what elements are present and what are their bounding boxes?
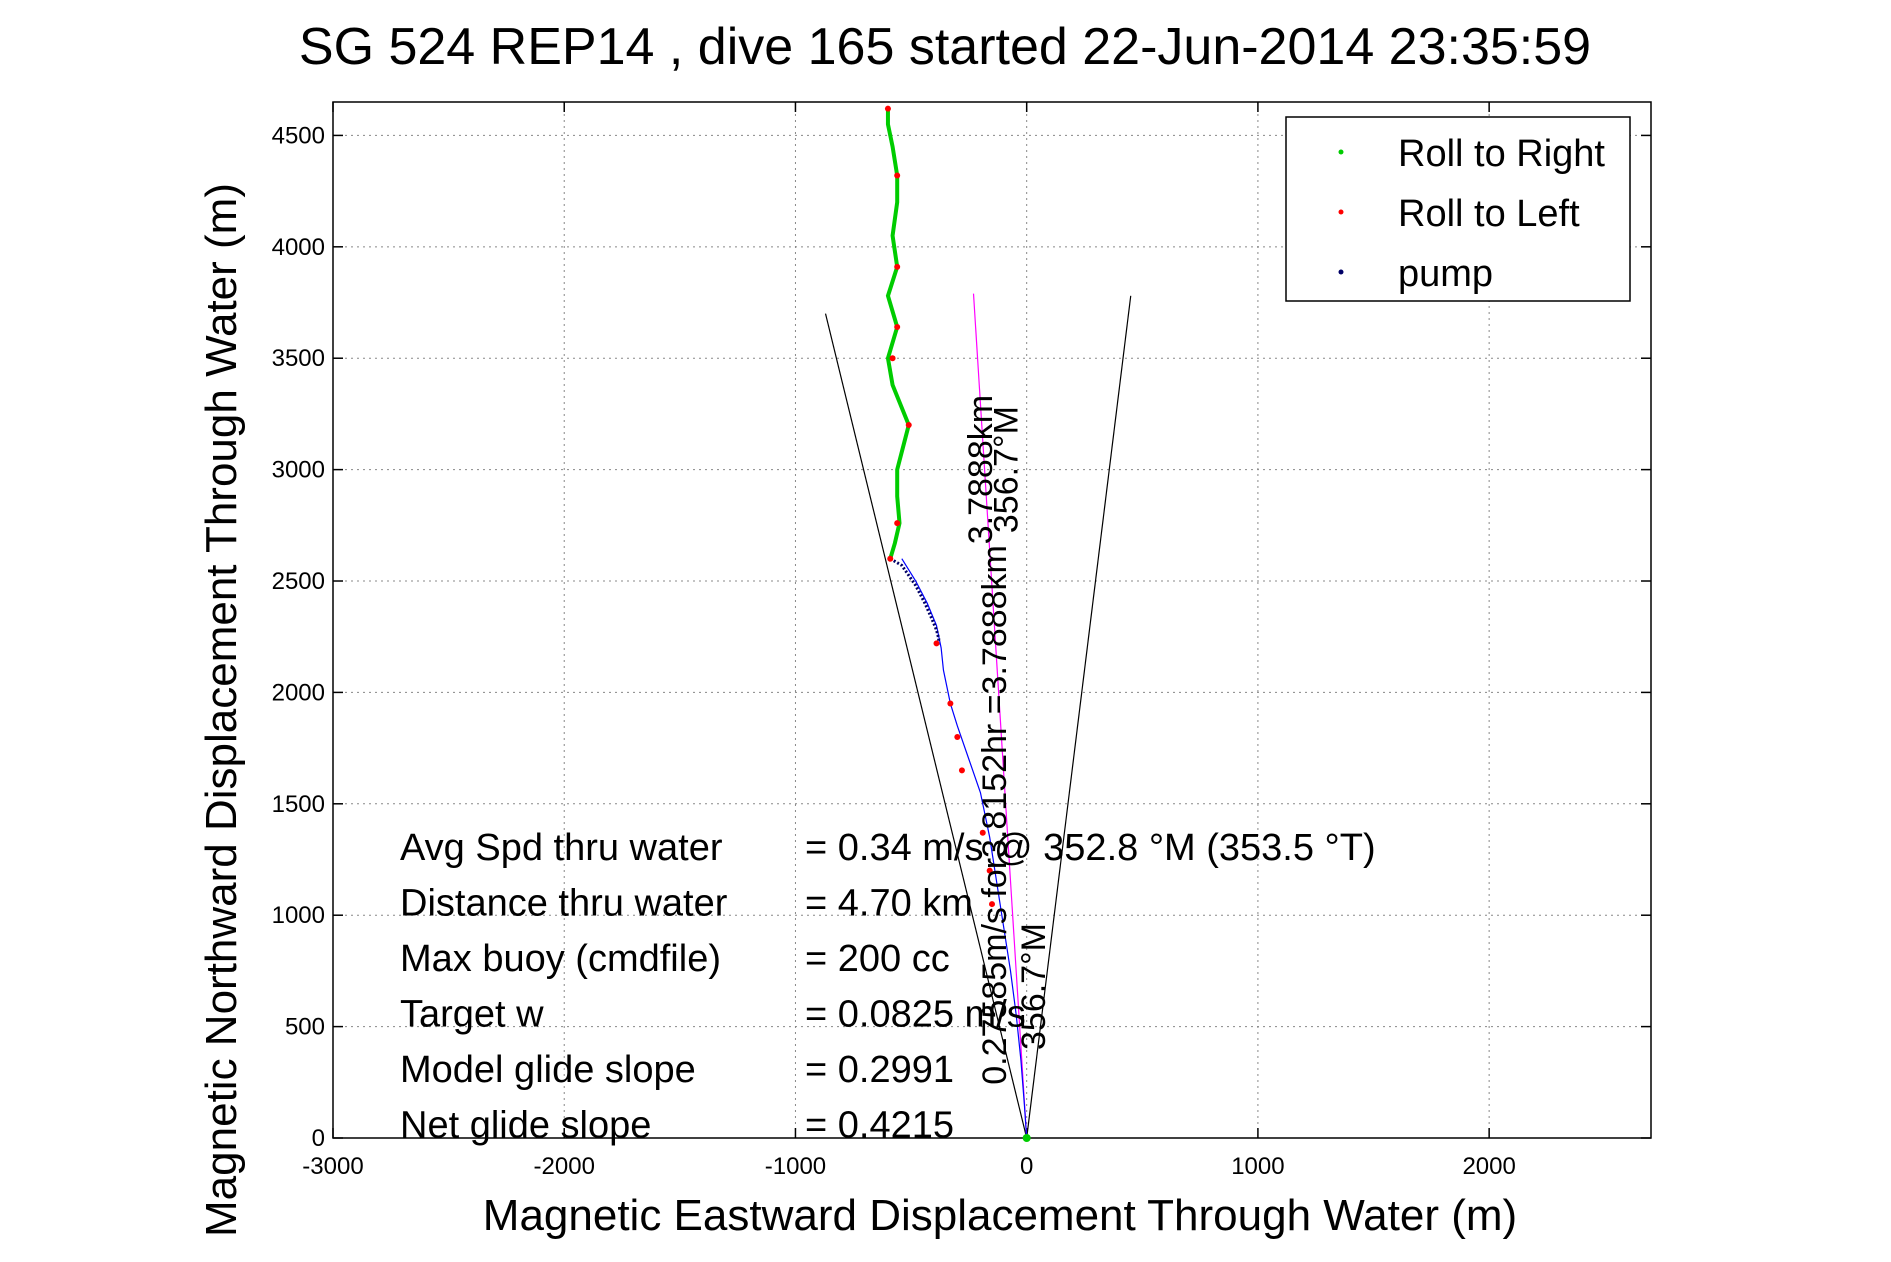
stat-label: Avg Spd thru water (400, 827, 723, 869)
stat-value: = 0.2991 (805, 1049, 954, 1091)
stat-label: Distance thru water (400, 883, 728, 925)
pump-track (889, 557, 941, 646)
stat-value: = 4.70 km (805, 883, 973, 925)
y-tick-label: 1500 (272, 791, 325, 818)
annotation-text: 3.7888km (962, 395, 1000, 544)
legend-label: pump (1398, 253, 1493, 295)
annotation-text: 356.7°M (987, 406, 1025, 533)
legend-box (1285, 116, 1631, 302)
y-tick-label: 500 (285, 1014, 325, 1041)
x-tick-label: -2000 (534, 1153, 595, 1180)
annotation-text: 356.7°M (1015, 923, 1053, 1050)
stat-value: = 0.34 m/s @ 352.8 °M (353.5 °T) (805, 827, 1376, 869)
roll-left-point (884, 105, 891, 112)
y-tick-label: 1000 (272, 902, 325, 929)
legend-marker (1338, 209, 1344, 215)
y-tick-label: 0 (312, 1125, 325, 1152)
y-tick-label: 3000 (272, 457, 325, 484)
stat-label: Target w (400, 994, 544, 1036)
legend-marker (1338, 149, 1344, 155)
legend-label: Roll to Right (1398, 133, 1605, 175)
chart-title: SG 524 REP14 , dive 165 started 22-Jun-2… (299, 18, 1591, 76)
roll-left-point (933, 640, 940, 647)
stat-value: = 0.4215 (805, 1105, 954, 1147)
roll-left-point (989, 901, 995, 908)
cone-line (824, 313, 1028, 1139)
roll-left-point (894, 263, 901, 270)
y-tick-label: 4000 (272, 234, 325, 261)
y-tick-label: 4500 (272, 122, 325, 149)
legend-label: Roll to Left (1398, 193, 1580, 235)
roll-left-point (947, 700, 954, 707)
x-tick-label: 0 (1020, 1153, 1033, 1180)
roll-left-point (986, 867, 993, 874)
cone-line (1026, 295, 1132, 1139)
roll-left-point (954, 733, 961, 740)
roll-left-point (894, 324, 901, 331)
y-axis-label: Magnetic Northward Displacement Through … (197, 183, 246, 1237)
x-tick-label: 2000 (1462, 1153, 1515, 1180)
stat-value: = 200 cc (805, 938, 950, 980)
x-axis-label: Magnetic Eastward Displacement Through W… (483, 1191, 1517, 1240)
stat-value: = 0.0825 m/s (805, 994, 1026, 1036)
stats-block: Avg Spd thru water = 0.34 m/s @ 352.8 °M … (400, 827, 1376, 1147)
roll-left-point (905, 422, 912, 429)
x-tick-label: -3000 (302, 1153, 363, 1180)
roll-left-point (958, 767, 965, 774)
legend-marker (1338, 269, 1344, 275)
y-tick-label: 2500 (272, 568, 325, 595)
x-tick-label: -1000 (765, 1153, 826, 1180)
stat-label: Net glide slope (400, 1105, 651, 1147)
roll-left-point (887, 555, 894, 562)
roll-left-point (894, 172, 901, 179)
glider-track (901, 558, 1028, 1139)
stat-label: Max buoy (cmdfile) (400, 938, 721, 980)
roll-left-point (979, 829, 986, 836)
x-tick-label: 1000 (1231, 1153, 1284, 1180)
y-tick-label: 3500 (272, 345, 325, 372)
heading-line (972, 293, 1028, 1139)
y-tick-label: 2000 (272, 679, 325, 706)
roll-left-point (894, 520, 901, 527)
roll-left-point (889, 355, 896, 362)
stat-label: Model glide slope (400, 1049, 696, 1091)
legend: Roll to Right Roll to Left pump (1285, 116, 1631, 302)
annotation-text: 0.27585m/s for3.8152hr =3.7888km (976, 545, 1014, 1085)
plot-marks (824, 105, 1132, 1142)
axis-ticks: -3000 -2000 -1000 0 1000 2000 0 500 1000 1500 2000… (272, 102, 1651, 1180)
plot-frame (332, 101, 1652, 1139)
start-point (1022, 1134, 1031, 1142)
